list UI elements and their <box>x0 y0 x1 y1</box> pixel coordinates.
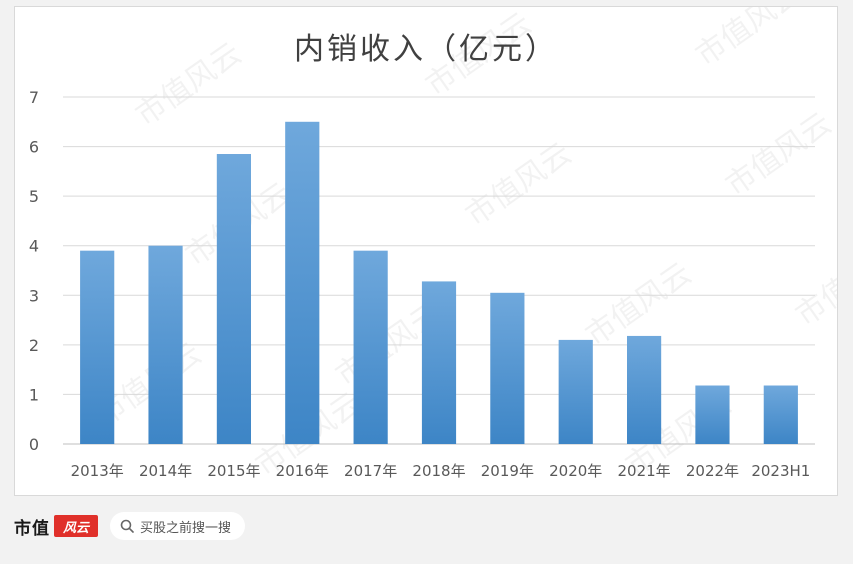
y-axis-ticks: 0 1 2 3 4 5 6 7 <box>29 88 39 454</box>
bar <box>148 245 183 444</box>
x-tick-label: 2019年 <box>481 462 534 480</box>
bar <box>421 281 457 444</box>
watermark-text: 市值风云 <box>690 7 808 74</box>
y-tick-label: 4 <box>29 237 39 256</box>
bar <box>490 292 525 444</box>
bar <box>285 121 320 445</box>
y-tick-label: 0 <box>29 435 39 454</box>
x-tick-label: 2015年 <box>207 462 260 480</box>
bar <box>763 385 798 444</box>
x-tick-label: 2020年 <box>549 462 602 480</box>
y-tick-label: 5 <box>29 187 39 206</box>
x-tick-label: 2022年 <box>686 462 739 480</box>
watermark-text: 市值风云 <box>460 136 578 233</box>
brand-logo-mark: 风云 <box>54 515 98 537</box>
bar-chart: 市值风云市值风云市值风云市值风云市值风云市值风云市值风云市值风云市值风云市值风云… <box>29 7 837 484</box>
y-tick-label: 1 <box>29 385 39 404</box>
bar <box>80 250 115 444</box>
x-tick-label: 2014年 <box>139 462 192 480</box>
x-tick-label: 2021年 <box>617 462 670 480</box>
x-tick-label: 2023H1 <box>751 462 810 480</box>
brand-name: 市值 <box>14 518 50 539</box>
bar <box>216 154 251 444</box>
watermark-text: 市值风云 <box>790 236 837 333</box>
y-tick-label: 2 <box>29 336 39 355</box>
chart-title: 内销收入（亿元） <box>294 32 558 67</box>
bars <box>80 121 798 445</box>
y-tick-label: 7 <box>29 88 39 107</box>
brand-logo[interactable]: 市值 风云 <box>14 514 98 539</box>
x-tick-label: 2017年 <box>344 462 397 480</box>
bar <box>627 335 662 444</box>
search-label: 买股之前搜一搜 <box>140 520 232 536</box>
bar <box>353 250 388 444</box>
search-button[interactable]: 买股之前搜一搜 <box>110 512 246 540</box>
x-tick-label: 2018年 <box>412 462 465 480</box>
search-icon <box>120 519 134 533</box>
x-tick-label: 2013年 <box>71 462 124 480</box>
x-tick-label: 2016年 <box>276 462 329 480</box>
y-tick-label: 3 <box>29 286 39 305</box>
footer-bar: 市值 风云 买股之前搜一搜 <box>14 508 836 544</box>
bar <box>558 339 593 444</box>
chart-card: 市值风云市值风云市值风云市值风云市值风云市值风云市值风云市值风云市值风云市值风云… <box>14 6 838 496</box>
y-tick-label: 6 <box>29 138 39 157</box>
watermark-text: 市值风云 <box>130 36 248 133</box>
x-axis-ticks: 2013年 2014年 2015年 2016年 2017年 2018年 2019年 2020年… <box>71 462 811 480</box>
bar <box>695 385 730 444</box>
watermark-text: 市值风云 <box>720 106 837 203</box>
